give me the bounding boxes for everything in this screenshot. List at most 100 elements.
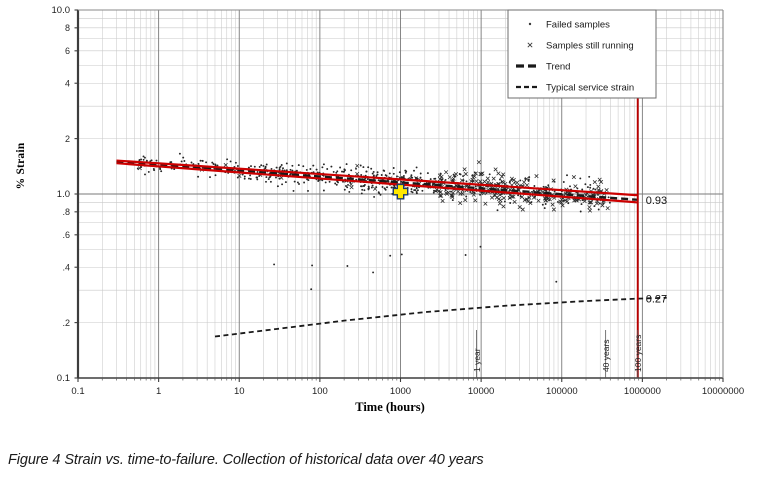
scatter-point-running <box>483 201 488 206</box>
scatter-point-running <box>471 192 476 197</box>
scatter-point-failed <box>435 190 438 193</box>
scatter-point-failed <box>528 176 531 179</box>
scatter-point-failed <box>256 171 259 173</box>
scatter-point-failed <box>296 181 299 184</box>
scatter-point-failed <box>275 166 278 169</box>
scatter-point-failed <box>267 178 270 181</box>
scatter-point-running <box>508 187 513 192</box>
scatter-point-failed <box>376 173 379 176</box>
scatter-point-running <box>498 198 503 203</box>
scatter-point-failed <box>270 167 273 170</box>
scatter-point-failed <box>594 188 597 191</box>
scatter-point-failed <box>389 254 392 257</box>
scatter-point-failed <box>144 173 146 176</box>
scatter-point-failed <box>248 177 250 180</box>
scatter-point-running <box>551 207 556 212</box>
scatter-point-failed <box>543 207 546 210</box>
scatter-point-failed <box>183 160 186 162</box>
y-tick-label: .8 <box>62 207 70 217</box>
scatter-point-failed <box>496 209 499 212</box>
scatter-point-running <box>501 172 506 177</box>
x-tick-label: 10000 <box>468 386 494 397</box>
scatter-point-failed <box>579 210 582 213</box>
scatter-point-failed <box>392 172 395 175</box>
scatter-point-failed <box>264 167 267 170</box>
x-tick-label: 10000000 <box>702 386 744 397</box>
scatter-point-failed <box>586 186 589 189</box>
scatter-point-failed <box>226 158 229 161</box>
scatter-point-running <box>485 180 491 185</box>
scatter-point-running <box>137 166 142 171</box>
scatter-point-failed <box>289 168 292 171</box>
scatter-point-failed <box>410 175 413 178</box>
scatter-point-running <box>587 200 592 205</box>
scatter-point-failed <box>350 169 353 172</box>
scatter-point-running <box>451 176 456 181</box>
scatter-point-failed <box>281 183 284 186</box>
x-tick-label: 0.1 <box>71 386 84 397</box>
scatter-point-failed <box>370 167 373 170</box>
scatter-point-failed <box>322 163 325 166</box>
scatter-point-failed <box>378 192 381 195</box>
scatter-point-failed <box>383 187 386 190</box>
scatter-point-running <box>491 176 496 181</box>
endpoint-labels: 0.93 0.27 <box>646 195 667 306</box>
scatter-point-running <box>439 193 444 198</box>
scatter-point-failed <box>346 186 349 189</box>
scatter-point-running <box>541 189 546 194</box>
scatter-point-failed <box>608 201 611 204</box>
scatter-point-failed <box>429 178 432 181</box>
scatter-point-failed <box>362 166 365 169</box>
scatter-point-failed <box>380 174 383 176</box>
scatter-point-running <box>473 198 478 203</box>
scatter-point-failed <box>339 166 342 169</box>
scatter-point-running <box>499 174 504 179</box>
legend-label: Failed samples <box>546 20 610 31</box>
scatter-point-running <box>459 178 465 183</box>
scatter-point-failed <box>415 187 418 190</box>
scatter-point-failed <box>332 170 335 173</box>
legend-marker-cross <box>527 42 533 48</box>
scatter-point-running <box>449 193 454 198</box>
scatter-point-running <box>573 184 578 189</box>
scatter-point-failed <box>366 177 369 180</box>
annotation-label: 40 years <box>601 339 611 372</box>
x-tick-labels: 0.1 1 10 100 1000 10000 100000 1000000 10000000 <box>71 386 744 397</box>
scatter-point-failed <box>469 191 472 193</box>
scatter-point-failed <box>280 164 283 166</box>
scatter-point-failed <box>170 161 173 164</box>
scatter-point-failed <box>411 191 414 194</box>
scatter-point-failed <box>400 253 403 256</box>
scatter-point-failed <box>305 168 308 171</box>
scatter-point-failed <box>421 189 424 192</box>
scatter-point-failed <box>592 187 595 190</box>
scatter-point-failed <box>264 165 267 168</box>
scatter-point-failed <box>302 165 305 168</box>
scatter-point-failed <box>500 180 503 183</box>
scatter-point-running <box>515 180 520 185</box>
scatter-point-failed <box>372 170 375 173</box>
scatter-point-failed <box>410 188 413 191</box>
scatter-point-failed <box>376 171 379 174</box>
scatter-point-failed <box>564 192 567 195</box>
scatter-point-failed <box>598 202 601 205</box>
scatter-point-failed <box>432 183 434 186</box>
scatter-point-failed <box>371 172 374 175</box>
legend-label: Trend <box>546 62 570 73</box>
scatter-point-running <box>574 198 579 203</box>
scatter-point-running <box>458 201 463 206</box>
scatter-point-failed <box>265 176 268 179</box>
x-tick-label: 1000000 <box>624 386 661 397</box>
scatter-point-failed <box>371 184 374 187</box>
scatter-point-failed <box>336 170 339 173</box>
scatter-point-failed <box>454 184 457 187</box>
scatter-point-failed <box>303 181 306 184</box>
scatter-point-failed <box>452 180 455 183</box>
x-axis-title: Time (hours) <box>355 400 425 414</box>
scatter-point-failed <box>434 177 437 180</box>
scatter-point-failed <box>155 159 158 162</box>
scatter-point-failed <box>509 202 512 204</box>
x-tick-label: 100000 <box>546 386 578 397</box>
scatter-point-failed <box>402 176 405 179</box>
scatter-point-running <box>460 191 465 196</box>
